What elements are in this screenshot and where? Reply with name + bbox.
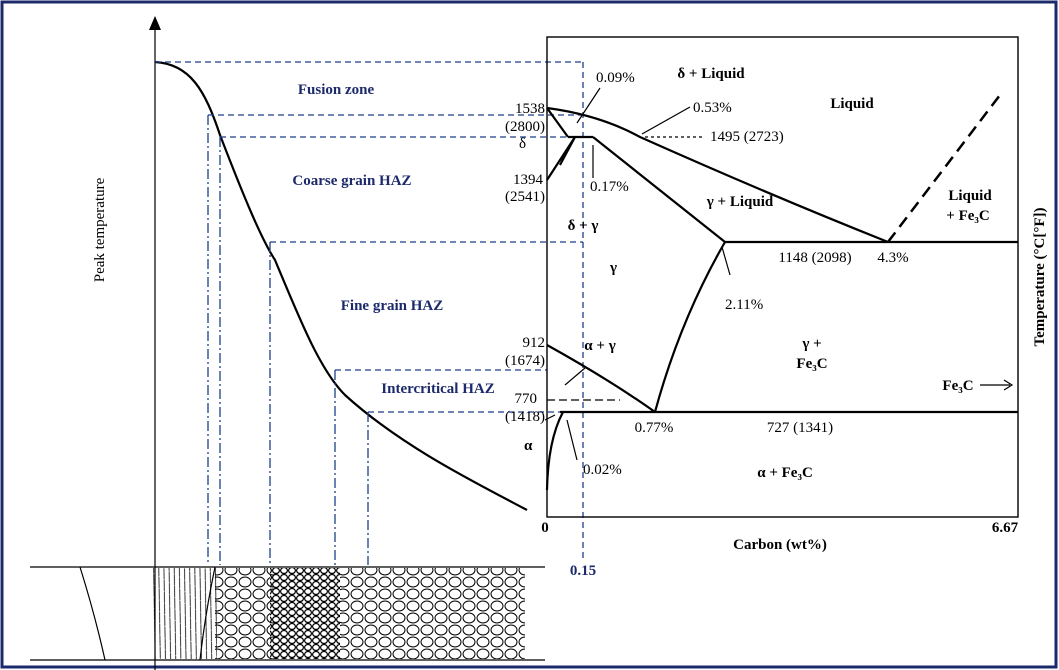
point-label: 1538 [515,101,545,117]
weld-section [30,567,545,660]
phase-labels: Carbon (wt%) Temperature (°C[°F]) 0 6.67… [505,66,1048,579]
phase: + Fe₃C [946,208,989,224]
point-label: 1148 (2098) [778,250,851,266]
zone-label: Fusion zone [298,82,375,98]
diagram: Peak temperature Fusion zone Coarse grai… [0,0,1059,670]
marker-label: 0.15 [570,563,596,579]
arrow [149,16,161,30]
point-label: 1394 [513,172,544,188]
phase: γ + [801,336,821,352]
phase: Fe₃C [796,356,827,372]
point-label: 770 [515,391,538,407]
point-label: 0.09% [596,70,635,86]
axis-label: Peak temperature [92,177,108,282]
x-label: 0 [541,520,549,536]
point-label: 1495 (2723) [710,129,784,145]
phase: α [524,438,533,454]
zone-label: Coarse grain HAZ [292,173,411,189]
point-label: 4.3% [877,250,908,266]
point-label: (2800) [505,119,545,135]
zone-label: Fine grain HAZ [341,298,444,314]
point-label: 727 (1341) [767,420,833,436]
phase: γ + Liquid [706,194,774,210]
point-label: 0.02% [583,462,622,478]
point-label: (1418) [505,409,545,425]
phase-box [547,37,1018,517]
y-axis-label: Temperature (°C[°F]) [1032,207,1048,346]
point-label: 0.17% [590,179,629,195]
point-label: 912 [523,335,546,351]
point-label: (2541) [505,189,545,205]
point-label: 2.11% [725,297,763,313]
point-label: 0.53% [693,100,732,116]
phase: α + γ [584,338,615,354]
x-label: 6.67 [992,520,1019,536]
phase: Liquid [830,96,874,112]
zone-label: Intercritical HAZ [381,381,494,397]
phase: γ [609,260,617,276]
phase: Fe₃C [942,378,973,394]
point-label: (1674) [505,353,545,369]
temperature-curve [155,62,527,510]
phase: Liquid [948,188,992,204]
phase: δ + γ [568,218,599,234]
x-axis-label: Carbon (wt%) [733,537,827,553]
phase: δ + Liquid [677,66,745,82]
phase: δ [519,136,526,152]
phase: α + Fe₃C [757,465,813,481]
point-label: 0.77% [635,420,674,436]
